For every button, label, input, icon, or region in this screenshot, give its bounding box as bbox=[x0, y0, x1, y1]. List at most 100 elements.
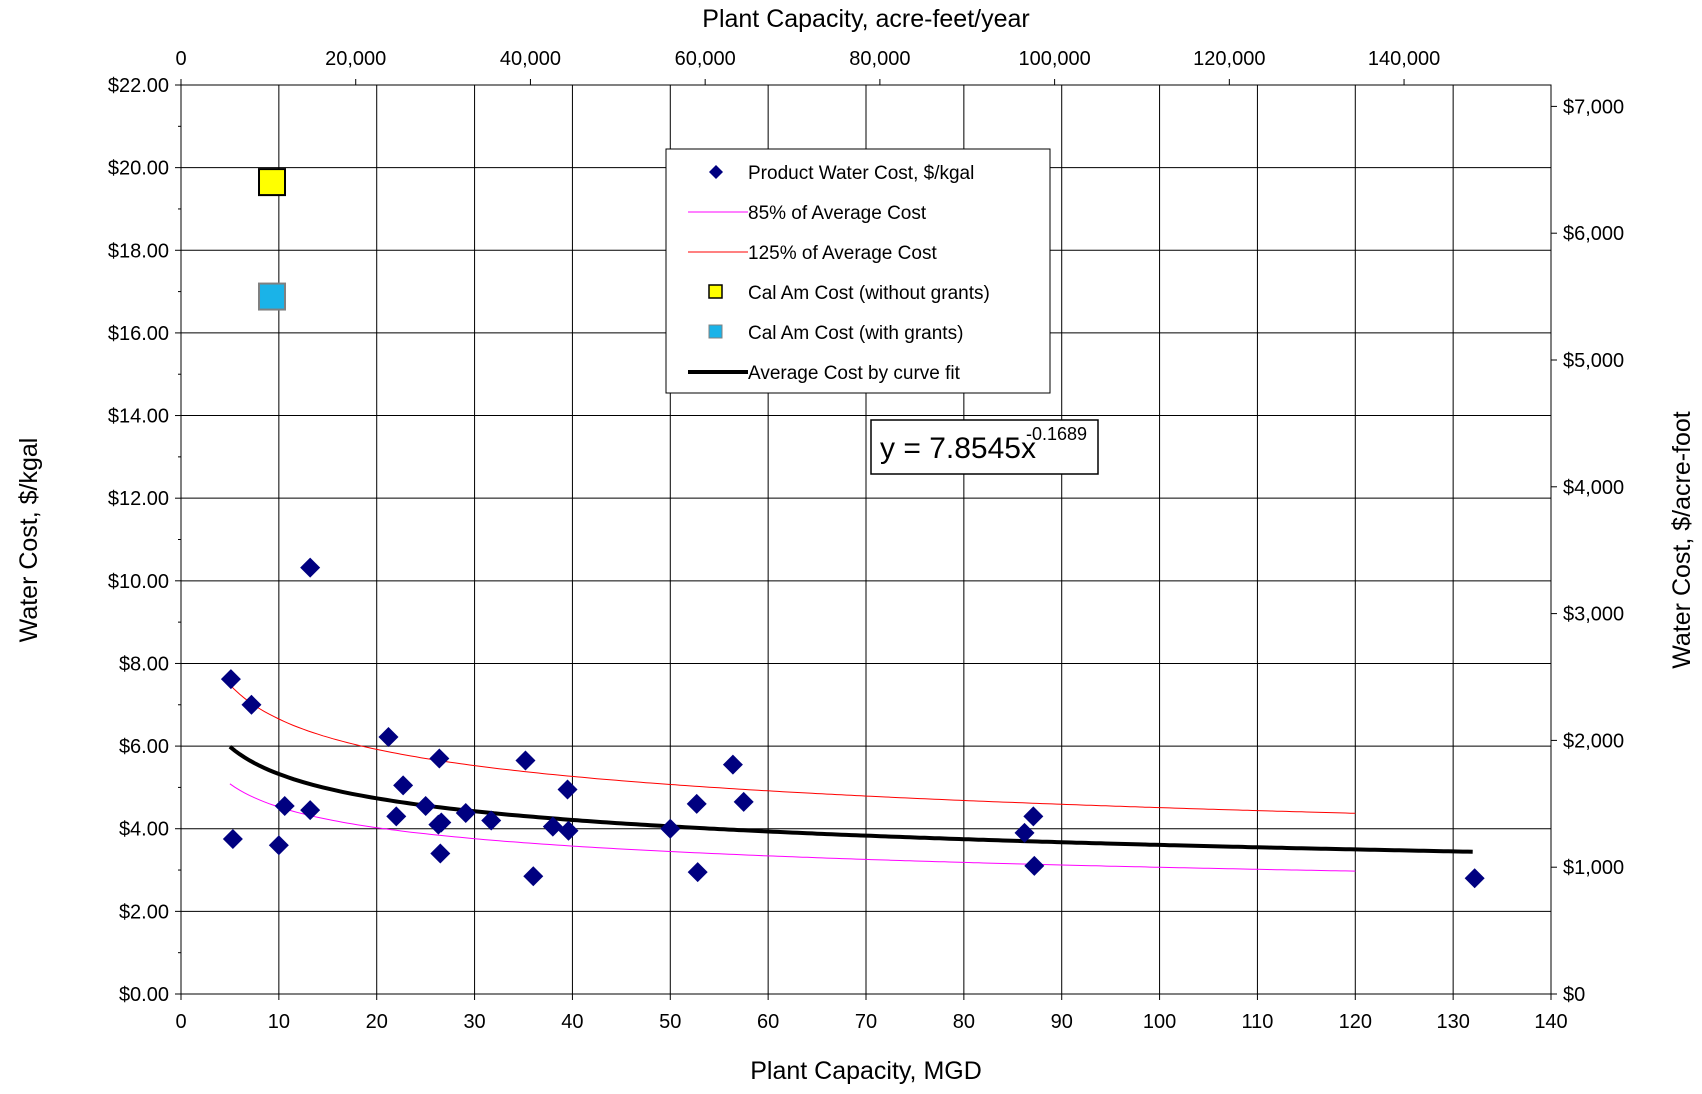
data-point-diamond bbox=[274, 796, 295, 817]
data-point-diamond bbox=[1024, 855, 1045, 876]
curve-85-percent bbox=[229, 783, 1356, 872]
data-point-diamond bbox=[268, 835, 289, 856]
data-point-diamond bbox=[300, 557, 321, 578]
data-point-diamond bbox=[557, 779, 578, 800]
data-point-diamond bbox=[415, 796, 436, 817]
y-axis-left-title: Water Cost, $/kgal bbox=[15, 438, 43, 643]
data-point-diamond bbox=[241, 694, 262, 715]
y-tick-label: $10.00 bbox=[108, 571, 169, 593]
x-tick-label: 90 bbox=[1051, 1011, 1073, 1033]
series-lines bbox=[228, 684, 1473, 872]
y-right-tick-label: $1,000 bbox=[1563, 857, 1624, 879]
x-tick-label: 120 bbox=[1339, 1011, 1372, 1033]
x-top-tick-label: 40,000 bbox=[500, 48, 561, 70]
axes: 0 10 20 30 40 50 60 70 80 90 100 110 120 130 140 $0.00 $… bbox=[108, 48, 1624, 1033]
legend-label-calam-with: Cal Am Cost (with grants) bbox=[748, 323, 963, 344]
x-tick-label: 80 bbox=[953, 1011, 975, 1033]
y-right-tick-label: $3,000 bbox=[1563, 604, 1624, 626]
x-tick-label: 130 bbox=[1436, 1011, 1469, 1033]
data-point-diamond bbox=[378, 727, 399, 748]
x-top-tick-label: 80,000 bbox=[849, 48, 910, 70]
data-point-diamond bbox=[220, 669, 241, 690]
legend-yellow-square-icon bbox=[708, 284, 723, 299]
x-tick-label: 20 bbox=[366, 1011, 388, 1033]
data-point-diamond bbox=[431, 812, 452, 833]
x-axis-title: Plant Capacity, MGD bbox=[750, 1057, 982, 1085]
x-tick-label: 50 bbox=[659, 1011, 681, 1033]
equation-box: y = 7.8545x -0.1689 bbox=[870, 419, 1099, 475]
y-tick-label: $12.00 bbox=[108, 488, 169, 510]
x-tick-label: 0 bbox=[175, 1011, 186, 1033]
curve-average-fit bbox=[228, 745, 1473, 854]
curve-125-percent bbox=[229, 684, 1356, 814]
legend-label-average: Average Cost by curve fit bbox=[748, 363, 961, 384]
y-tick-label: $2.00 bbox=[119, 901, 169, 923]
data-point-diamond bbox=[481, 810, 502, 831]
data-point-diamond bbox=[687, 862, 708, 883]
x-tick-label: 10 bbox=[268, 1011, 290, 1033]
y-right-tick-label: $7,000 bbox=[1563, 96, 1624, 118]
x-top-tick-label: 0 bbox=[175, 48, 186, 70]
equation-exponent: -0.1689 bbox=[1026, 424, 1087, 444]
y-right-tick-label: $2,000 bbox=[1563, 730, 1624, 752]
legend-label-125: 125% of Average Cost bbox=[748, 243, 937, 264]
y-right-tick-label: $4,000 bbox=[1563, 477, 1624, 499]
x-tick-label: 100 bbox=[1143, 1011, 1176, 1033]
y-tick-label: $18.00 bbox=[108, 240, 169, 262]
y-right-tick-label: $6,000 bbox=[1563, 223, 1624, 245]
y-tick-label: $8.00 bbox=[119, 653, 169, 675]
data-point-diamond bbox=[558, 820, 579, 841]
data-point-diamond bbox=[393, 775, 414, 796]
data-point-diamond bbox=[430, 843, 451, 864]
legend-diamond-icon bbox=[709, 165, 723, 179]
x-axis-top-title: Plant Capacity, acre-feet/year bbox=[702, 5, 1029, 33]
legend-label-calam-without: Cal Am Cost (without grants) bbox=[748, 283, 990, 304]
y-tick-label: $20.00 bbox=[108, 158, 169, 180]
x-top-tick-label: 60,000 bbox=[675, 48, 736, 70]
series-points bbox=[220, 168, 1485, 889]
data-point-diamond bbox=[1464, 868, 1485, 889]
x-tick-label: 30 bbox=[463, 1011, 485, 1033]
y-tick-label: $0.00 bbox=[119, 984, 169, 1006]
data-point-diamond bbox=[686, 793, 707, 814]
legend-label-product-water: Product Water Cost, $/kgal bbox=[748, 163, 974, 184]
data-point-diamond bbox=[660, 818, 681, 839]
legend-label-85: 85% of Average Cost bbox=[748, 203, 927, 224]
data-point-diamond bbox=[300, 800, 321, 821]
data-point-diamond bbox=[455, 803, 476, 824]
data-point-calam-without bbox=[258, 168, 287, 197]
legend-box bbox=[665, 148, 1051, 394]
data-point-calam-with bbox=[258, 282, 287, 311]
y-right-tick-label: $5,000 bbox=[1563, 350, 1624, 372]
legend: Product Water Cost, $/kgal 85% of Averag… bbox=[665, 148, 1051, 394]
y-axis-right-title: Water Cost, $/acre-foot bbox=[1668, 411, 1696, 669]
data-point-diamond bbox=[222, 829, 243, 850]
data-point-diamond bbox=[386, 806, 407, 827]
data-point-diamond bbox=[523, 866, 544, 887]
x-tick-label: 70 bbox=[855, 1011, 877, 1033]
x-top-tick-label: 140,000 bbox=[1368, 48, 1440, 70]
x-top-tick-label: 120,000 bbox=[1193, 48, 1265, 70]
data-point-diamond bbox=[1014, 822, 1035, 843]
y-tick-label: $22.00 bbox=[108, 75, 169, 97]
x-top-tick-label: 100,000 bbox=[1018, 48, 1090, 70]
data-point-diamond bbox=[733, 791, 754, 812]
y-right-tick-label: $0 bbox=[1563, 984, 1585, 1006]
x-tick-label: 140 bbox=[1534, 1011, 1567, 1033]
data-point-diamond bbox=[542, 816, 563, 837]
equation-text: y = 7.8545x bbox=[880, 432, 1036, 465]
data-point-diamond bbox=[722, 754, 743, 775]
legend-blue-square-icon bbox=[708, 324, 723, 339]
data-point-diamond bbox=[1023, 806, 1044, 827]
y-tick-label: $6.00 bbox=[119, 736, 169, 758]
data-point-diamond bbox=[515, 750, 536, 771]
x-tick-label: 60 bbox=[757, 1011, 779, 1033]
y-tick-label: $16.00 bbox=[108, 323, 169, 345]
x-tick-label: 110 bbox=[1241, 1011, 1273, 1033]
y-tick-label: $4.00 bbox=[119, 819, 169, 841]
equation-border bbox=[870, 419, 1099, 475]
x-tick-label: 40 bbox=[561, 1011, 583, 1033]
y-tick-label: $14.00 bbox=[108, 406, 169, 428]
